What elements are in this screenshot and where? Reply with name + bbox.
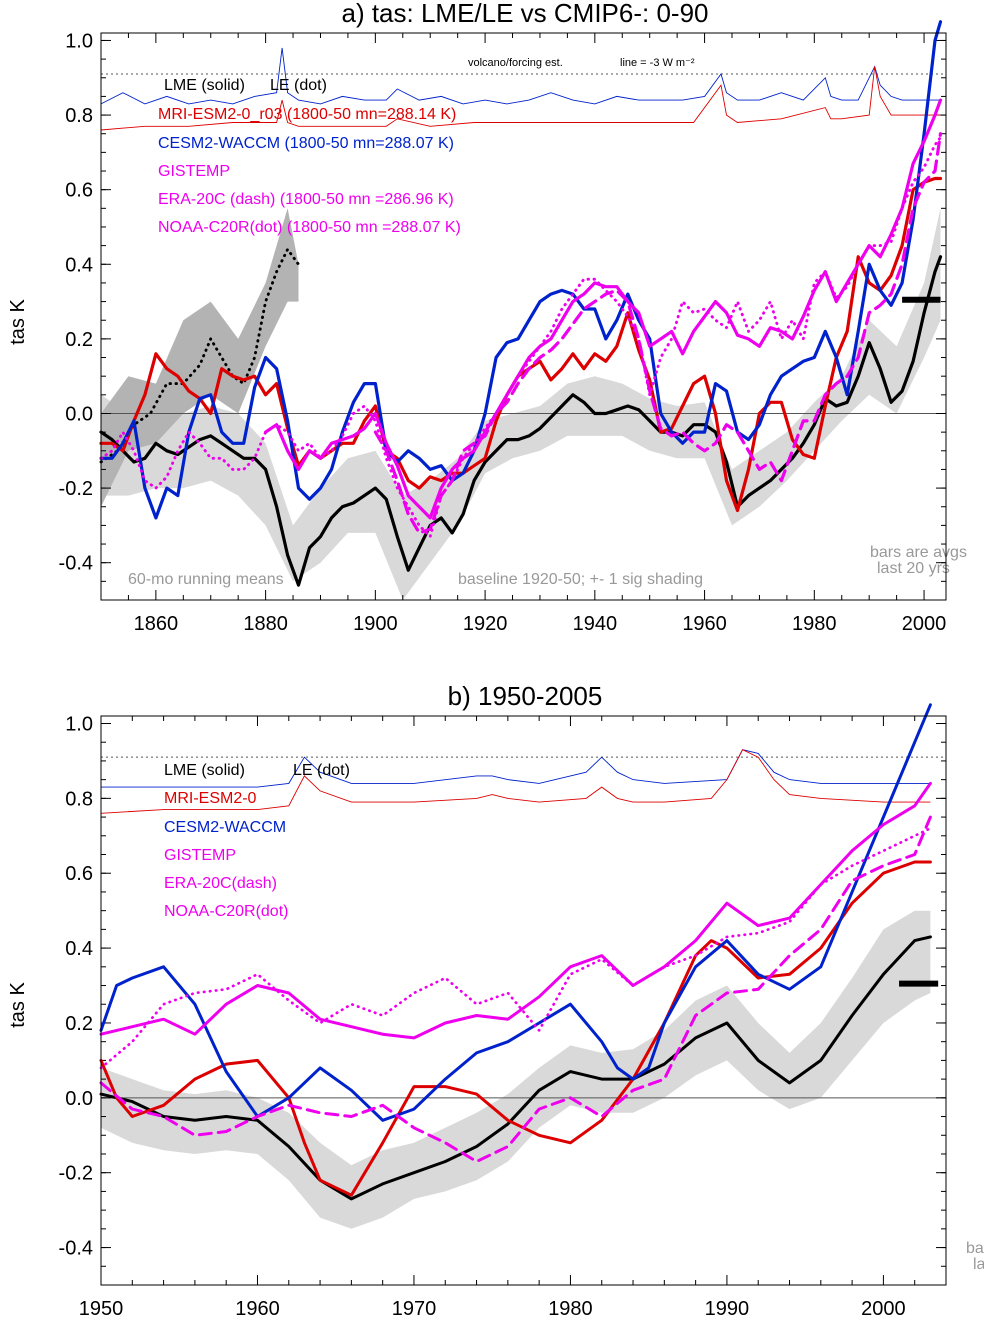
ytick-label: 0.6: [65, 863, 93, 885]
legend-gistemp: GISTEMP: [158, 163, 230, 180]
xtick-label: 1960: [682, 613, 727, 635]
series-lme-solid: [99, 255, 943, 587]
series-noaa-c20r-dot: [99, 826, 932, 1070]
baseline-note: baseline 1920-50; +- 1 sig shading: [458, 571, 703, 588]
panel-b-ylabel: tas K: [7, 982, 29, 1028]
ytick-label: 0.0: [65, 403, 93, 425]
xtick-label: 1960: [235, 1298, 280, 1320]
panel-b-forcing: [100, 749, 946, 814]
ytick-label: 0.4: [65, 938, 93, 960]
forcing-line-label: line = -3 W m⁻²: [620, 57, 695, 69]
bars-note-1: bars are avgs: [870, 544, 967, 561]
ytick-label: 0.6: [65, 180, 93, 202]
panel-a-shading: [101, 208, 941, 601]
bars-note-b2: la: [973, 1256, 984, 1273]
xtick-label: 1880: [243, 613, 288, 635]
legend-b-mri: MRI-ESM2-0: [164, 790, 257, 807]
xtick-label: 1950: [79, 1298, 124, 1320]
ytick-label: 1.0: [65, 713, 93, 735]
xtick-label: 1860: [134, 613, 179, 635]
panel-b-legend: LME (solid) LE (dot) MRI-ESM2-0 CESM2-WA…: [164, 762, 350, 920]
bars-note-2: last 20 yrs: [877, 560, 950, 577]
le-spread-band: [101, 208, 299, 507]
legend-noaa: NOAA-C20R(dot) (1800-50 mn =288.07 K): [158, 219, 461, 236]
series-cesm2-waccm: [99, 20, 943, 520]
legend-b-gistemp: GISTEMP: [164, 847, 236, 864]
xtick-label: 2000: [861, 1298, 906, 1320]
panel-b-frame: [100, 715, 947, 1286]
xtick-label: 1980: [792, 613, 837, 635]
ytick-label: -0.4: [59, 1238, 93, 1260]
xtick-label: 1980: [548, 1298, 593, 1320]
ytick-label: 0.2: [65, 1013, 93, 1035]
forcing-label: volcano/forcing est.: [468, 57, 563, 69]
ytick-label: 0.2: [65, 329, 93, 351]
ytick-label: 0.0: [65, 1088, 93, 1110]
legend-mri: MRI-ESM2-0_r03 (1800-50 mn=288.14 K): [158, 106, 456, 123]
ytick-label: 0.4: [65, 254, 93, 276]
series-mri-esm2-0-r03: [99, 176, 943, 513]
legend-le: LE (dot): [270, 77, 327, 94]
legend-b-cesm: CESM2-WACCM: [164, 819, 286, 836]
xtick-label: 2000: [902, 613, 947, 635]
ytick-label: 0.8: [65, 788, 93, 810]
xtick-label: 1900: [353, 613, 398, 635]
forcing-mri-line: [100, 749, 931, 814]
series-era-20c-dash: [99, 815, 932, 1163]
forcing-cesm-line: [100, 47, 941, 105]
ytick-label: -0.4: [59, 553, 93, 575]
panel-b: b) 1950-2005 tas K -0.4 -0.2 0.0 0.2 0.4 0.6 0…: [7, 681, 984, 1320]
bars-note-b1: ba: [966, 1240, 984, 1257]
xtick-label: 1940: [573, 613, 618, 635]
legend-b-le: LE (dot): [293, 762, 350, 779]
legend-lme: LME (solid): [164, 77, 245, 94]
forcing-cesm-line: [101, 749, 931, 788]
ytick-label: -0.2: [59, 478, 93, 500]
xtick-label: 1970: [392, 1298, 437, 1320]
xtick-label: 1920: [463, 613, 508, 635]
panel-a-ylabel: tas K: [7, 299, 29, 345]
forcing-mri-line: [100, 66, 941, 131]
series-le-dot: [99, 247, 300, 464]
panel-a-legend: LME (solid) LE (dot) MRI-ESM2-0_r03 (180…: [158, 77, 461, 236]
legend-b-noaa: NOAA-C20R(dot): [164, 903, 288, 920]
ytick-label: 1.0: [65, 30, 93, 52]
series-lme-solid: [99, 935, 932, 1201]
panel-a-forcing: [100, 47, 946, 131]
panel-b-title: b) 1950-2005: [448, 681, 603, 711]
legend-cesm: CESM2-WACCM (1800-50 mn=288.07 K): [158, 135, 454, 152]
legend-era20c: ERA-20C (dash) (1800-50 mn =286.96 K): [158, 191, 454, 208]
panel-a-frame: [100, 32, 947, 601]
ytick-label: -0.2: [59, 1163, 93, 1185]
series-noaa-c20r-dot: [99, 135, 942, 539]
series-cesm2-waccm: [99, 703, 932, 1122]
series-gistemp: [264, 98, 943, 520]
legend-b-lme: LME (solid): [164, 762, 245, 779]
panel-b-ticks: -0.4 -0.2 0.0 0.2 0.4 0.6 0.8 1.0 1950 1960 1970 19…: [59, 713, 947, 1320]
panel-a-ticks: -0.4 -0.2 0.0 0.2 0.4 0.6 0.8 1.0 1860 1880 1900 19…: [59, 30, 947, 635]
series-era-20c-dash: [373, 132, 943, 535]
legend-b-era20c: ERA-20C(dash): [164, 875, 277, 892]
running-means-note: 60-mo running means: [128, 571, 284, 588]
panel-a: a) tas: LME/LE vs CMIP6-: 0-90 tas K -0.…: [7, 0, 967, 635]
panel-a-title: a) tas: LME/LE vs CMIP6-: 0-90: [341, 0, 708, 28]
ytick-label: 0.8: [65, 105, 93, 127]
xtick-label: 1990: [705, 1298, 750, 1320]
series-mri-esm2-0: [99, 860, 932, 1197]
panel-b-series: [99, 703, 939, 1201]
lme-spread-band: [101, 208, 941, 601]
panel-a-series: [99, 20, 943, 587]
